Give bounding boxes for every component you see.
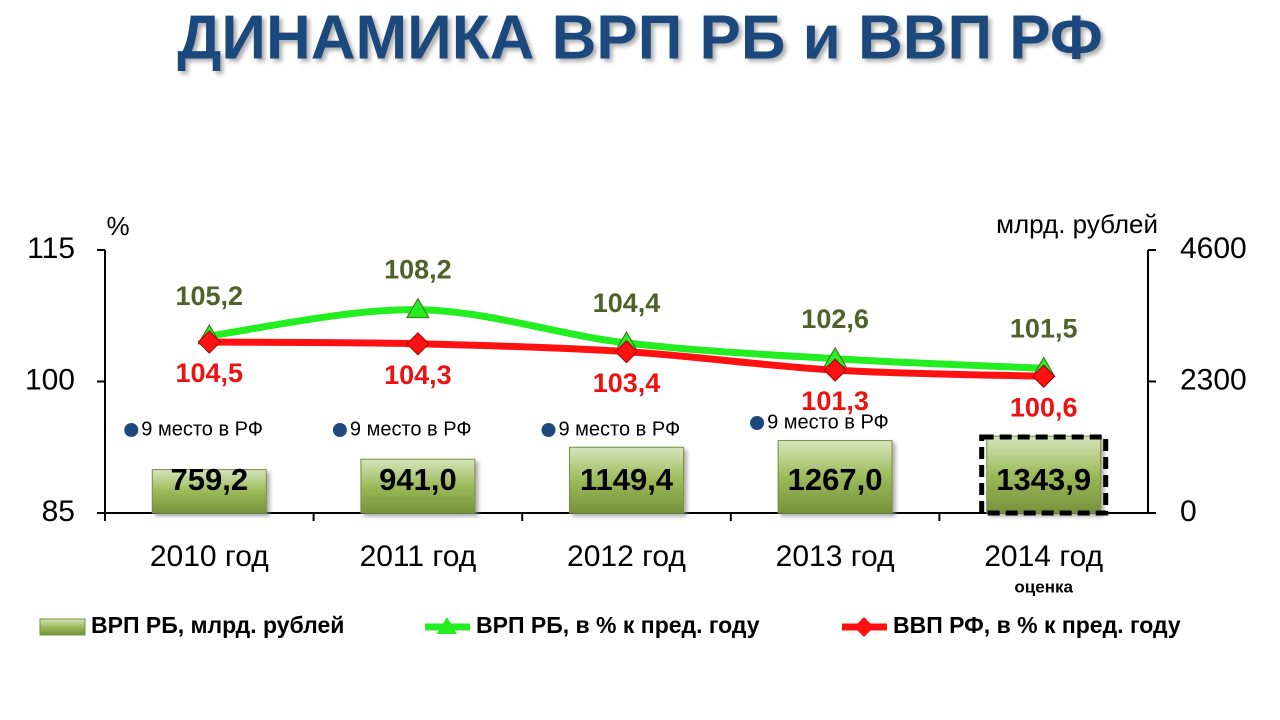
- rank-note: 9 место в РФ: [350, 418, 472, 440]
- x-tick-label: 2011 год: [360, 540, 477, 573]
- bar-value-label: 941,0: [379, 462, 457, 497]
- line-value-label: 102,6: [801, 304, 869, 334]
- legend-label: ВРП РБ, в % к пред. году: [476, 612, 760, 638]
- rank-bullet: [124, 423, 139, 437]
- line-value-label: 101,5: [1010, 313, 1078, 343]
- marker: [406, 297, 430, 319]
- line-value-label: 103,4: [593, 368, 661, 398]
- bar-value-label: 1149,4: [580, 462, 674, 497]
- bar-value-label: 1267,0: [788, 462, 883, 497]
- marker: [1031, 364, 1056, 388]
- category-note: оценка: [1014, 577, 1073, 596]
- legend-marker: [437, 617, 457, 634]
- line-value-label: 101,3: [801, 386, 869, 416]
- y2-tick-label: 0: [1180, 495, 1197, 528]
- bar: [360, 458, 476, 514]
- rank-note: 9 место в РФ: [767, 411, 889, 433]
- y-tick-label: 115: [27, 232, 75, 265]
- y-tick-label: 85: [42, 495, 75, 528]
- y2-axis-label: млрд. рублей: [996, 209, 1158, 239]
- y2-tick-label: 2300: [1180, 363, 1247, 396]
- bar: [569, 446, 684, 514]
- line-value-label: 108,2: [384, 255, 452, 285]
- bar-value-label: 1343,9: [996, 462, 1091, 497]
- y-tick-label: 100: [25, 363, 75, 396]
- x-tick-label: 2012 год: [567, 540, 686, 573]
- chart-title: ДИНАМИКА ВРП РБ и ВВП РФ: [177, 3, 1103, 72]
- line-value-label: 104,4: [593, 288, 661, 318]
- x-tick-label: 2013 год: [776, 540, 895, 573]
- marker: [614, 339, 639, 364]
- bar-value-label: 759,2: [171, 462, 249, 497]
- x-tick-label: 2010 год: [150, 540, 269, 573]
- legend-swatch: [39, 618, 86, 636]
- bar-highlight: [979, 434, 1109, 516]
- marker: [406, 332, 430, 356]
- x-tick-label: 2014 год: [984, 540, 1103, 573]
- bar: [777, 440, 893, 514]
- line-value-label: 105,2: [176, 281, 244, 311]
- bar: [151, 469, 267, 514]
- line-value-label: 100,6: [1010, 392, 1078, 422]
- y-axis-label: %: [106, 211, 129, 241]
- rank-bullet: [541, 423, 556, 437]
- rank-bullet: [750, 416, 765, 430]
- bar: [986, 435, 1102, 514]
- rank-bullet: [332, 423, 347, 437]
- y2-tick-label: 4600: [1180, 232, 1247, 265]
- rank-note: 9 место в РФ: [141, 418, 263, 440]
- legend-label: ВВП РФ, в % к пред. году: [893, 612, 1181, 638]
- line-value-label: 104,3: [384, 360, 452, 390]
- line-value-label: 104,5: [176, 358, 244, 388]
- legend-label: ВРП РБ, млрд. рублей: [91, 612, 344, 638]
- rank-note: 9 место в РФ: [559, 418, 681, 440]
- legend-marker: [854, 617, 874, 637]
- marker: [823, 358, 847, 382]
- marker: [197, 330, 222, 354]
